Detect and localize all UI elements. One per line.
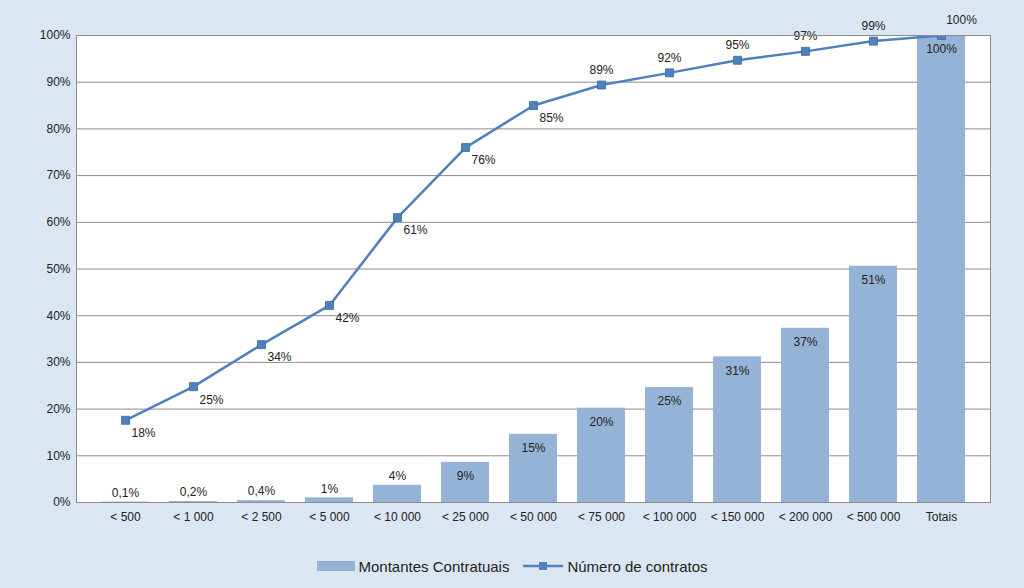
svg-text:18%: 18% — [131, 426, 155, 440]
svg-text:< 100 000: < 100 000 — [643, 510, 697, 524]
svg-text:42%: 42% — [335, 311, 359, 325]
svg-text:25%: 25% — [657, 394, 681, 408]
svg-text:0,1%: 0,1% — [112, 486, 140, 500]
svg-text:76%: 76% — [471, 153, 495, 167]
svg-text:10%: 10% — [46, 449, 70, 463]
svg-text:20%: 20% — [589, 415, 613, 429]
svg-text:25%: 25% — [199, 393, 223, 407]
svg-text:61%: 61% — [403, 223, 427, 237]
svg-text:20%: 20% — [46, 402, 70, 416]
svg-text:50%: 50% — [46, 262, 70, 276]
svg-text:9%: 9% — [457, 469, 475, 483]
svg-text:80%: 80% — [46, 122, 70, 136]
svg-text:95%: 95% — [725, 38, 749, 52]
svg-text:60%: 60% — [46, 215, 70, 229]
svg-text:1%: 1% — [321, 482, 339, 496]
svg-text:100%: 100% — [946, 13, 977, 27]
svg-text:< 5 000: < 5 000 — [309, 510, 350, 524]
svg-text:< 75 000: < 75 000 — [578, 510, 625, 524]
svg-text:< 25 000: < 25 000 — [442, 510, 489, 524]
svg-text:0%: 0% — [53, 495, 71, 509]
svg-text:0,2%: 0,2% — [180, 485, 208, 499]
svg-text:< 500 000: < 500 000 — [847, 510, 901, 524]
svg-text:< 1 000: < 1 000 — [173, 510, 214, 524]
svg-text:100%: 100% — [40, 28, 71, 42]
svg-text:99%: 99% — [861, 19, 885, 33]
svg-text:97%: 97% — [793, 29, 817, 43]
svg-text:30%: 30% — [46, 355, 70, 369]
svg-text:< 500: < 500 — [110, 510, 141, 524]
svg-text:70%: 70% — [46, 168, 70, 182]
svg-text:4%: 4% — [389, 469, 407, 483]
svg-text:< 2 500: < 2 500 — [241, 510, 282, 524]
svg-text:Totais: Totais — [926, 510, 957, 524]
svg-text:< 150 000: < 150 000 — [711, 510, 765, 524]
svg-text:37%: 37% — [793, 335, 817, 349]
svg-text:34%: 34% — [267, 350, 291, 364]
svg-text:31%: 31% — [725, 364, 749, 378]
html-text:Número de contratos: Número de contratos — [567, 557, 708, 575]
svg-text:89%: 89% — [589, 63, 613, 77]
svg-text:0,4%: 0,4% — [248, 484, 276, 498]
svg-text:< 10 000: < 10 000 — [374, 510, 421, 524]
html-text:Montantes Contratuais: Montantes Contratuais — [358, 557, 510, 575]
svg-text:51%: 51% — [861, 273, 885, 287]
svg-text:92%: 92% — [657, 51, 681, 65]
svg-text:40%: 40% — [46, 309, 70, 323]
svg-text:85%: 85% — [539, 111, 563, 125]
svg-text:< 200 000: < 200 000 — [779, 510, 833, 524]
svg-text:100%: 100% — [926, 42, 957, 56]
svg-text:15%: 15% — [521, 441, 545, 455]
svg-text:< 50 000: < 50 000 — [510, 510, 557, 524]
svg-text:90%: 90% — [46, 75, 70, 89]
